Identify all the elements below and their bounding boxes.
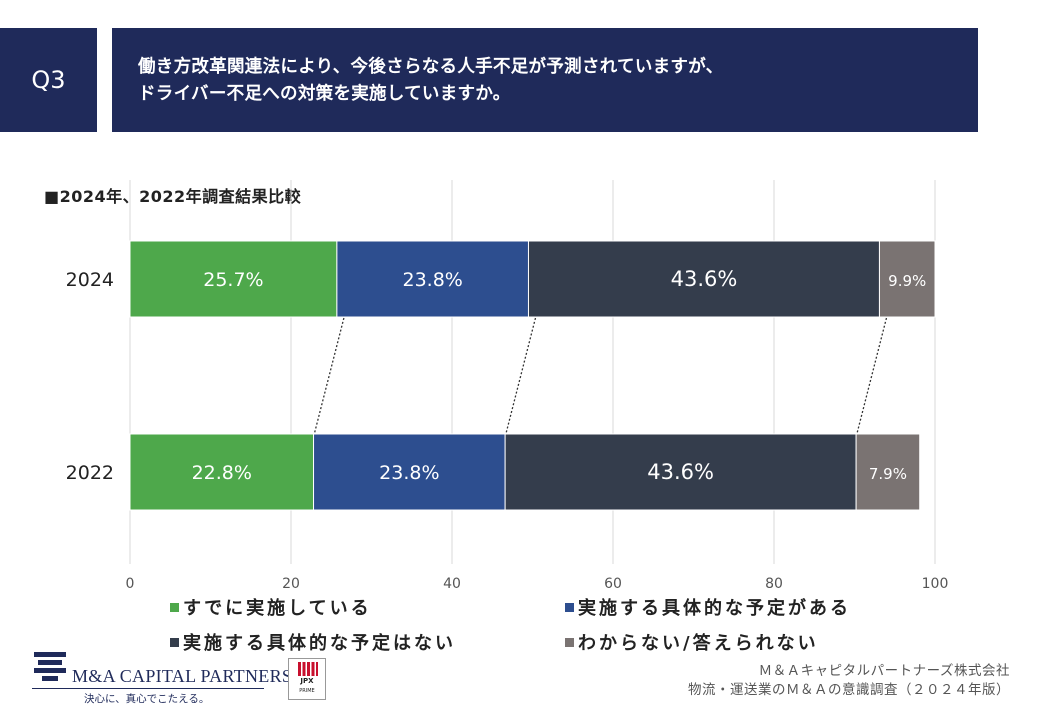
x-tick-label: 40 (443, 576, 461, 590)
company-logo: M&A CAPITAL PARTNERS 決心に、真心でこたえる。 (32, 648, 292, 708)
logo-divider (32, 688, 264, 689)
chart-subtitle: ■2024年、2022年調査結果比較 (44, 187, 302, 206)
source-note: Ｍ＆Ａキャピタルパートナーズ株式会社 物流・運送業のＭ＆Ａの意識調査（２０２４年… (688, 662, 1010, 700)
legend-label: 実施する具体的な予定はない (183, 633, 456, 654)
bar-segment (313, 433, 506, 511)
legend-swatch (565, 602, 574, 612)
jpx-sub-label: PRIME (299, 688, 315, 694)
legend-swatch (565, 637, 574, 647)
legend-swatch (170, 637, 179, 647)
company-logo-mark-icon (34, 652, 66, 681)
data-label: 25.7% (203, 269, 263, 291)
data-label: 43.6% (671, 267, 738, 291)
question-badge: Q3 (0, 28, 97, 132)
x-tick-label: 0 (126, 576, 135, 590)
question-title-line1: 働き方改革関連法により、今後さらなる人手不足が予測されていますが、 (138, 57, 724, 77)
data-label: 23.8% (403, 269, 463, 291)
legend-item-implemented: すでに実施している (170, 594, 372, 620)
x-tick-label: 100 (922, 576, 949, 590)
question-label: Q3 (31, 66, 66, 94)
company-tagline: 決心に、真心でこたえる。 (84, 693, 210, 705)
jpx-prime-badge: JPX PRIME (288, 658, 326, 700)
legend-swatch (170, 602, 179, 612)
question-title-line2: ドライバー不足への対策を実施していますか。 (138, 84, 511, 104)
data-label: 43.6% (647, 460, 714, 484)
category-label: 2022 (66, 462, 114, 484)
x-tick-label: 80 (765, 576, 783, 590)
legend-label: すでに実施している (183, 598, 372, 619)
legend-item-planned: 実施する具体的な予定がある (565, 594, 851, 620)
x-tick-label: 20 (282, 576, 300, 590)
legend-item-unknown: わからない/答えられない (565, 629, 819, 655)
jpx-label: JPX (300, 677, 314, 685)
legend-label: 実施する具体的な予定がある (578, 598, 851, 619)
source-company: Ｍ＆Ａキャピタルパートナーズ株式会社 (758, 663, 1010, 679)
bar-segment (504, 433, 857, 511)
bar-segment (336, 240, 529, 318)
bar-segment (855, 433, 921, 511)
source-survey: 物流・運送業のＭ＆Ａの意識調査（２０２４年版） (688, 682, 1010, 698)
x-tick-label: 60 (604, 576, 622, 590)
connector-line (505, 317, 537, 434)
jpx-logo-icon (298, 662, 318, 676)
bar-segment (878, 240, 936, 318)
company-logo-name: M&A CAPITAL PARTNERS (72, 666, 293, 686)
data-label: 9.9% (888, 272, 926, 290)
category-label: 2024 (66, 269, 114, 291)
legend-label: わからない/答えられない (578, 633, 819, 654)
bar-segment (527, 240, 880, 318)
bar-segment (129, 433, 315, 511)
data-label: 23.8% (379, 462, 439, 484)
question-title-box: 働き方改革関連法により、今後さらなる人手不足が予測されていますが、 ドライバー不… (112, 28, 978, 132)
data-label: 7.9% (869, 465, 907, 483)
connector-line (856, 317, 888, 434)
legend-item-not-planned: 実施する具体的な予定はない (170, 629, 456, 655)
connector-line (313, 317, 345, 434)
data-label: 22.8% (192, 462, 252, 484)
stacked-bar-chart: 0 20 40 60 80 100 25.7% 23.8% 43.6% 9.9% 2024 22.8%… (66, 180, 949, 590)
